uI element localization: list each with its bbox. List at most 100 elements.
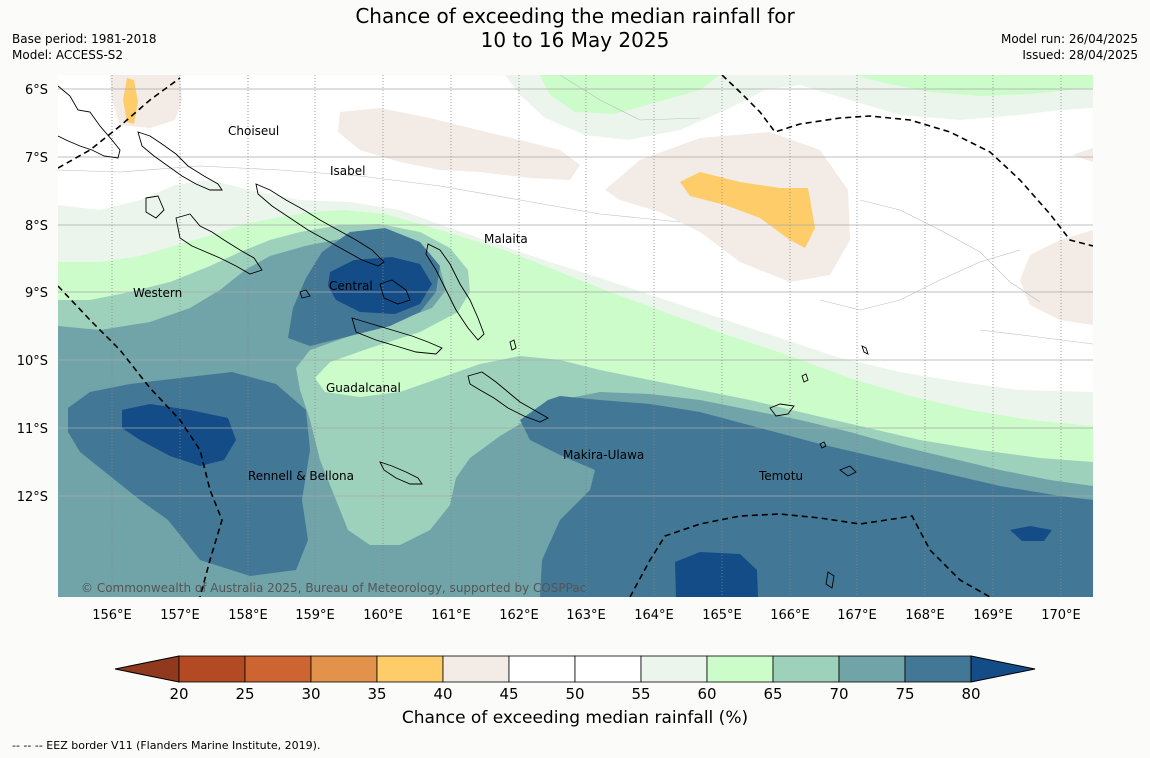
lat-label: 11°S [17,422,48,437]
band-35-40-patch-center [680,172,815,248]
lon-label: 166°E [770,608,810,623]
lon-label: 170°E [1041,608,1081,623]
lon-label: 160°E [363,608,403,623]
malaita-coast [425,243,485,341]
lat-label: 8°S [25,219,48,234]
band-60-65-north [540,75,720,114]
meridians [111,75,1062,597]
colorbar-cell [244,655,312,683]
map-plot-area: Choiseul Isabel Malaita Western Central … [58,75,1093,597]
region-label-central: Central [329,279,373,293]
colorbar-tick-label: 40 [433,685,452,703]
guadalcanal-coast [351,317,443,355]
tikopia-coast [819,441,827,449]
colorbar-tick-labels: 20 25 30 35 40 45 50 55 60 65 70 75 80 [169,685,980,703]
lat-label: 10°S [17,354,48,369]
band-40-45-patch-nw [110,75,182,128]
chart-title: Chance of exceeding the median rainfall … [0,4,1150,52]
lat-label: 9°S [25,286,48,301]
band-75-80-southeast [520,396,1093,597]
colorbar-tick-label: 60 [697,685,716,703]
colorbar-cell [574,655,642,683]
lon-label: 161°E [431,608,471,623]
region-label-guadalcanal: Guadalcanal [326,381,401,395]
region-label-isabel: Isabel [330,164,365,178]
santa-isabel-coast [255,183,385,267]
band-40-45-patch-east [1020,230,1093,325]
lon-label: 169°E [973,608,1013,623]
colorbar-cells [178,655,972,683]
colorbar-tick-label: 30 [301,685,320,703]
colorbar-cell [640,655,708,683]
band-40-45-patch-ne [1072,148,1093,162]
band-40-45-patch-center [605,132,850,282]
issued-text: Issued: 28/04/2025 [1022,48,1138,62]
colorbar-tick-label: 20 [169,685,188,703]
colorbar-cell [178,655,246,683]
meta-right: Model run: 26/04/2025 Issued: 28/04/2025 [1001,31,1138,63]
colorbar-tick-label: 55 [631,685,650,703]
band-80-east [1010,526,1052,541]
band-80-southwest [122,404,236,466]
colorbar-cell [376,655,444,683]
region-label-choiseul: Choiseul [228,124,279,138]
ndai-coast [509,339,517,351]
russell-islands-coast [299,289,311,299]
longitude-labels: 156°E 157°E 158°E 159°E 160°E 161°E 162°… [92,608,1081,623]
band-70-75-blob-west [165,341,198,354]
colorbar-tick-label: 70 [829,685,848,703]
band-60-65-ne [855,75,1093,96]
colorbar-cell [310,655,378,683]
title-line-1: Chance of exceeding the median rainfall … [355,4,795,28]
lon-label: 168°E [905,608,945,623]
lon-label: 162°E [499,608,539,623]
lon-label: 159°E [295,608,335,623]
region-labels: Choiseul Isabel Malaita Western Central … [133,124,803,483]
lon-label: 156°E [92,608,132,623]
colorbar-extend-low [114,655,180,683]
colorbar-cell [838,655,906,683]
lon-label: 158°E [228,608,268,623]
band-40-45-patch-isabel [338,108,580,180]
colorbar-tick-label: 45 [499,685,518,703]
latitude-labels: 6°S 7°S 8°S 9°S 10°S 11°S 12°S [17,83,48,505]
vanikoro-coast [839,465,857,477]
bougainville-coast [58,85,121,159]
coastlines [58,85,869,589]
eez-footnote: -- -- -- EEZ border V11 (Flanders Marine… [12,739,321,752]
lon-label: 164°E [634,608,674,623]
lon-label: 167°E [837,608,877,623]
anuta-coast [861,345,869,355]
colorbar-cell [772,655,840,683]
colorbar-cell [706,655,774,683]
contour-lines [58,75,1093,345]
region-label-makira-ulawa: Makira-Ulawa [563,448,644,462]
colorbar: 20 25 30 35 40 45 50 55 60 65 70 75 80 [114,655,1036,703]
utupua-coast [801,373,809,383]
region-label-western: Western [133,286,182,300]
colorbar-cell [508,655,576,683]
colorbar-tick-label: 35 [367,685,386,703]
title-line-2: 10 to 16 May 2025 [480,28,670,52]
rennell-coast [379,461,423,485]
model-run-text: Model run: 26/04/2025 [1000,32,1138,46]
santa-cruz-coast [769,403,795,417]
colorbar-title: Chance of exceeding median rainfall (%) [401,708,749,728]
lat-label: 12°S [17,490,48,505]
model-text: Model: ACCESS-S2 [12,48,124,62]
choiseul-coast [137,131,223,191]
makira-coast [467,371,549,423]
colorbar-extend-high [970,655,1036,683]
lat-label: 7°S [25,151,48,166]
lon-label: 165°E [702,608,742,623]
graticule [58,88,1093,497]
colorbar-tick-label: 25 [235,685,254,703]
colorbar-tick-label: 80 [961,685,980,703]
region-label-temotu: Temotu [758,469,803,483]
colorbar-tick-label: 65 [763,685,782,703]
vella-lavella-coast [145,195,165,219]
base-period-text: Base period: 1981-2018 [12,32,157,46]
region-label-malaita: Malaita [484,232,528,246]
colorbar-tick-label: 50 [565,685,584,703]
